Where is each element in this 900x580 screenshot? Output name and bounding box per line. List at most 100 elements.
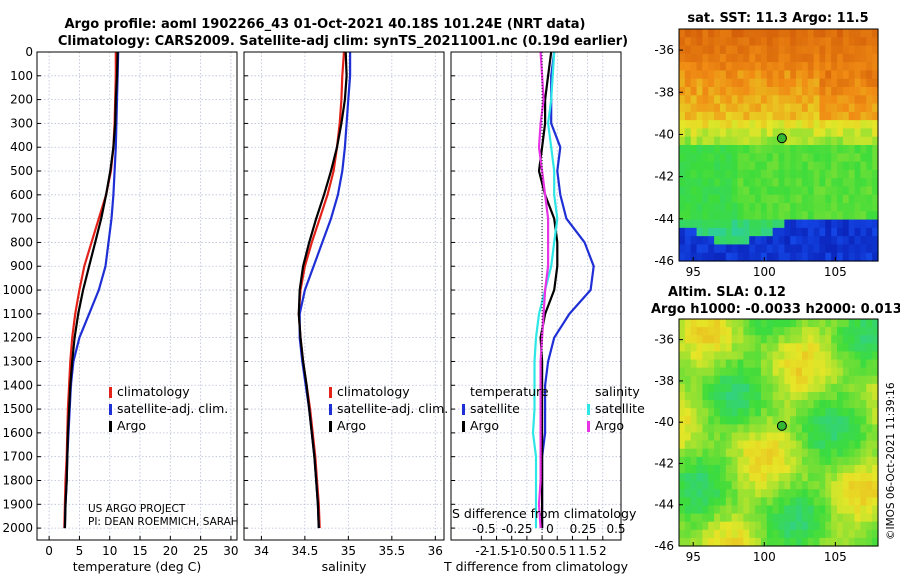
map-cell	[872, 440, 879, 450]
map-cell	[731, 327, 739, 336]
map-cell	[719, 375, 727, 385]
map-cell	[842, 424, 850, 434]
legend-swatch	[462, 421, 465, 432]
map-cell	[749, 178, 756, 188]
map-cell	[749, 45, 756, 55]
map-cell	[807, 391, 815, 401]
map-cell	[684, 481, 692, 490]
map-cell	[854, 464, 862, 474]
map-cell	[796, 136, 803, 146]
map-cell	[872, 432, 879, 442]
y-tick-label: 300	[10, 116, 33, 130]
map-cell	[872, 194, 879, 204]
map-cell	[790, 432, 797, 442]
map-cell	[837, 87, 844, 96]
legend: temperature salinitysatelliteArgosatellit…	[462, 384, 645, 433]
map-cell	[872, 169, 879, 179]
map-cell	[725, 529, 733, 539]
map-cell	[714, 473, 721, 482]
map-cell	[831, 416, 838, 425]
map-cell	[848, 227, 856, 237]
map-cell	[825, 440, 832, 450]
axes-frame	[450, 51, 622, 541]
map-cell	[842, 53, 850, 63]
map-cell	[872, 497, 879, 507]
map-cell	[860, 327, 867, 336]
map-cell	[708, 236, 715, 246]
map-cell	[749, 408, 756, 417]
map-cell	[725, 319, 733, 328]
map-cell	[778, 448, 785, 458]
map-cell	[772, 375, 780, 385]
map-cell	[866, 383, 873, 393]
map-cell	[860, 70, 867, 80]
map-cell	[696, 53, 704, 63]
map-cell	[731, 521, 739, 531]
map-cell	[690, 408, 698, 417]
map-cell	[755, 153, 762, 163]
map-cell	[749, 37, 756, 47]
map-cell	[801, 383, 809, 393]
sst-map-title: sat. SST: 11.3 Argo: 11.5	[687, 11, 868, 26]
map-cell	[708, 513, 715, 523]
map-cell	[796, 416, 803, 425]
map-cell	[731, 529, 739, 539]
x-tick-label: 34.5	[292, 544, 319, 558]
map-cell	[725, 432, 733, 442]
map-cell	[796, 537, 803, 547]
map-cell	[702, 227, 709, 237]
map-cell	[872, 343, 879, 353]
map-cell	[679, 203, 686, 212]
map-cell	[807, 120, 815, 130]
map-cell	[719, 416, 727, 425]
map-cell	[854, 145, 862, 154]
map-cell	[755, 219, 762, 229]
map-cell	[790, 45, 797, 55]
map-cell	[708, 400, 715, 409]
map-cell	[737, 448, 744, 458]
map-cell	[813, 335, 821, 344]
map-cell	[679, 473, 686, 482]
map-cell	[725, 448, 733, 458]
map-cell	[696, 359, 704, 369]
map-cell	[719, 497, 727, 507]
map-cell	[825, 391, 832, 401]
map-cell	[684, 424, 692, 434]
map-cell	[696, 383, 704, 393]
figure-title-line2: Climatology: CARS2009. Satellite-adj cli…	[58, 34, 628, 49]
map-cell	[760, 244, 768, 254]
map-cell	[848, 497, 856, 507]
map-cell	[825, 111, 832, 121]
map-cell	[872, 327, 879, 336]
map-cell	[766, 448, 774, 458]
map-cell	[766, 497, 774, 507]
map-cell	[837, 103, 844, 113]
map-cell	[801, 211, 809, 221]
map-cell	[702, 53, 709, 63]
map-cell	[772, 178, 780, 188]
map-cell	[725, 87, 733, 96]
map-cell	[813, 70, 821, 80]
map-cell	[860, 186, 867, 196]
map-cell	[813, 400, 821, 409]
map-cell	[819, 128, 826, 138]
map-cell	[725, 211, 733, 221]
map-cell	[749, 120, 756, 130]
map-cell	[708, 359, 715, 369]
map-cell	[872, 78, 879, 88]
map-cell	[708, 448, 715, 458]
map-cell	[790, 481, 797, 490]
map-cell	[684, 456, 692, 466]
map-cell	[719, 383, 727, 393]
map-cell	[831, 153, 838, 163]
map-cell	[737, 335, 744, 344]
map-cell	[679, 78, 686, 88]
map-cell	[679, 153, 686, 163]
map-cell	[702, 244, 709, 254]
map-cell	[819, 400, 826, 409]
axes-frame	[243, 51, 445, 541]
map-cell	[813, 236, 821, 246]
map-cell	[749, 505, 756, 515]
map-cell	[819, 87, 826, 96]
